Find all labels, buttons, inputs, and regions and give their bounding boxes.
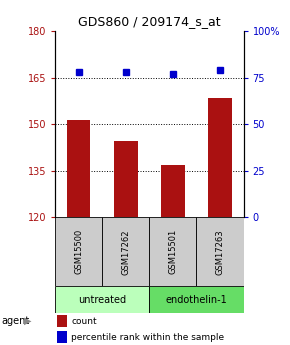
Text: ▶: ▶ — [24, 316, 32, 326]
Text: endothelin-1: endothelin-1 — [166, 295, 227, 305]
Bar — [57, 315, 67, 327]
Bar — [196, 217, 244, 286]
Bar — [161, 165, 185, 217]
Bar — [114, 141, 137, 217]
Bar — [102, 217, 149, 286]
Text: GSM15500: GSM15500 — [74, 229, 83, 274]
Text: GSM17263: GSM17263 — [215, 229, 224, 275]
Text: agent: agent — [1, 316, 30, 326]
Text: untreated: untreated — [78, 295, 126, 305]
Text: percentile rank within the sample: percentile rank within the sample — [71, 333, 224, 342]
Text: count: count — [71, 317, 97, 326]
Bar — [55, 217, 102, 286]
Bar — [67, 120, 90, 217]
Bar — [149, 286, 244, 313]
Title: GDS860 / 209174_s_at: GDS860 / 209174_s_at — [78, 16, 221, 29]
Text: GSM17262: GSM17262 — [121, 229, 130, 275]
Bar — [55, 286, 149, 313]
Bar — [149, 217, 196, 286]
Bar — [208, 98, 232, 217]
Text: GSM15501: GSM15501 — [168, 229, 177, 274]
Bar — [57, 331, 67, 343]
